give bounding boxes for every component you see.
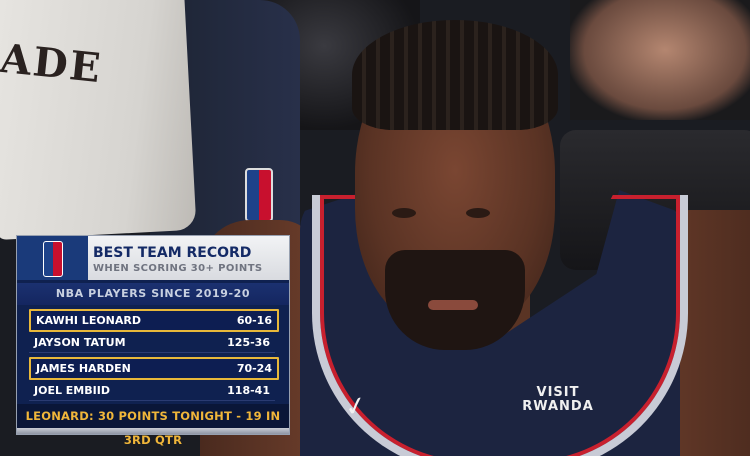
player-name: JOEL EMBIID [34,384,110,397]
sponsor-line: RWANDA [522,399,594,414]
table-row: JOEL EMBIID 118-41 [29,381,275,401]
player-eye [466,208,490,218]
table-row: KAWHI LEONARD 60-16 [29,309,279,332]
team-record: 60-16 [236,314,272,327]
stats-graphic: BEST TEAM RECORD WHEN SCORING 30+ POINTS… [17,236,289,447]
jersey-sponsor: VISIT RWANDA [518,386,598,414]
nba-logo-icon [245,168,273,222]
player-name: KAWHI LEONARD [36,314,141,327]
graphic-logo-box [17,236,88,280]
background-fan [570,0,750,120]
graphic-bottom-bar [17,428,289,434]
sponsor-line: VISIT [536,385,580,400]
graphic-header: BEST TEAM RECORD WHEN SCORING 30+ POINTS [88,236,289,280]
jersey-trim [312,195,688,456]
player-name: JAMES HARDEN [36,362,131,375]
player-mouth [428,300,478,310]
player-name: JAYSON TATUM [34,336,126,349]
graphic-section: NBA PLAYERS SINCE 2019-20 [17,283,289,305]
table-row: JAYSON TATUM 125-36 [29,333,275,353]
table-row: JAMES HARDEN 70-24 [29,357,279,380]
team-record: 118-41 [227,384,270,397]
graphic-footer: LEONARD: 30 POINTS TONIGHT - 19 IN 3RD Q… [17,404,289,447]
team-record: 70-24 [236,362,272,375]
player-eye [392,208,416,218]
player-hair [352,20,558,130]
nba-logo-icon [43,241,63,277]
team-record: 125-36 [227,336,270,349]
towel [0,0,197,241]
graphic-title: BEST TEAM RECORD [93,245,252,261]
graphic-subtitle: WHEN SCORING 30+ POINTS [93,263,263,274]
